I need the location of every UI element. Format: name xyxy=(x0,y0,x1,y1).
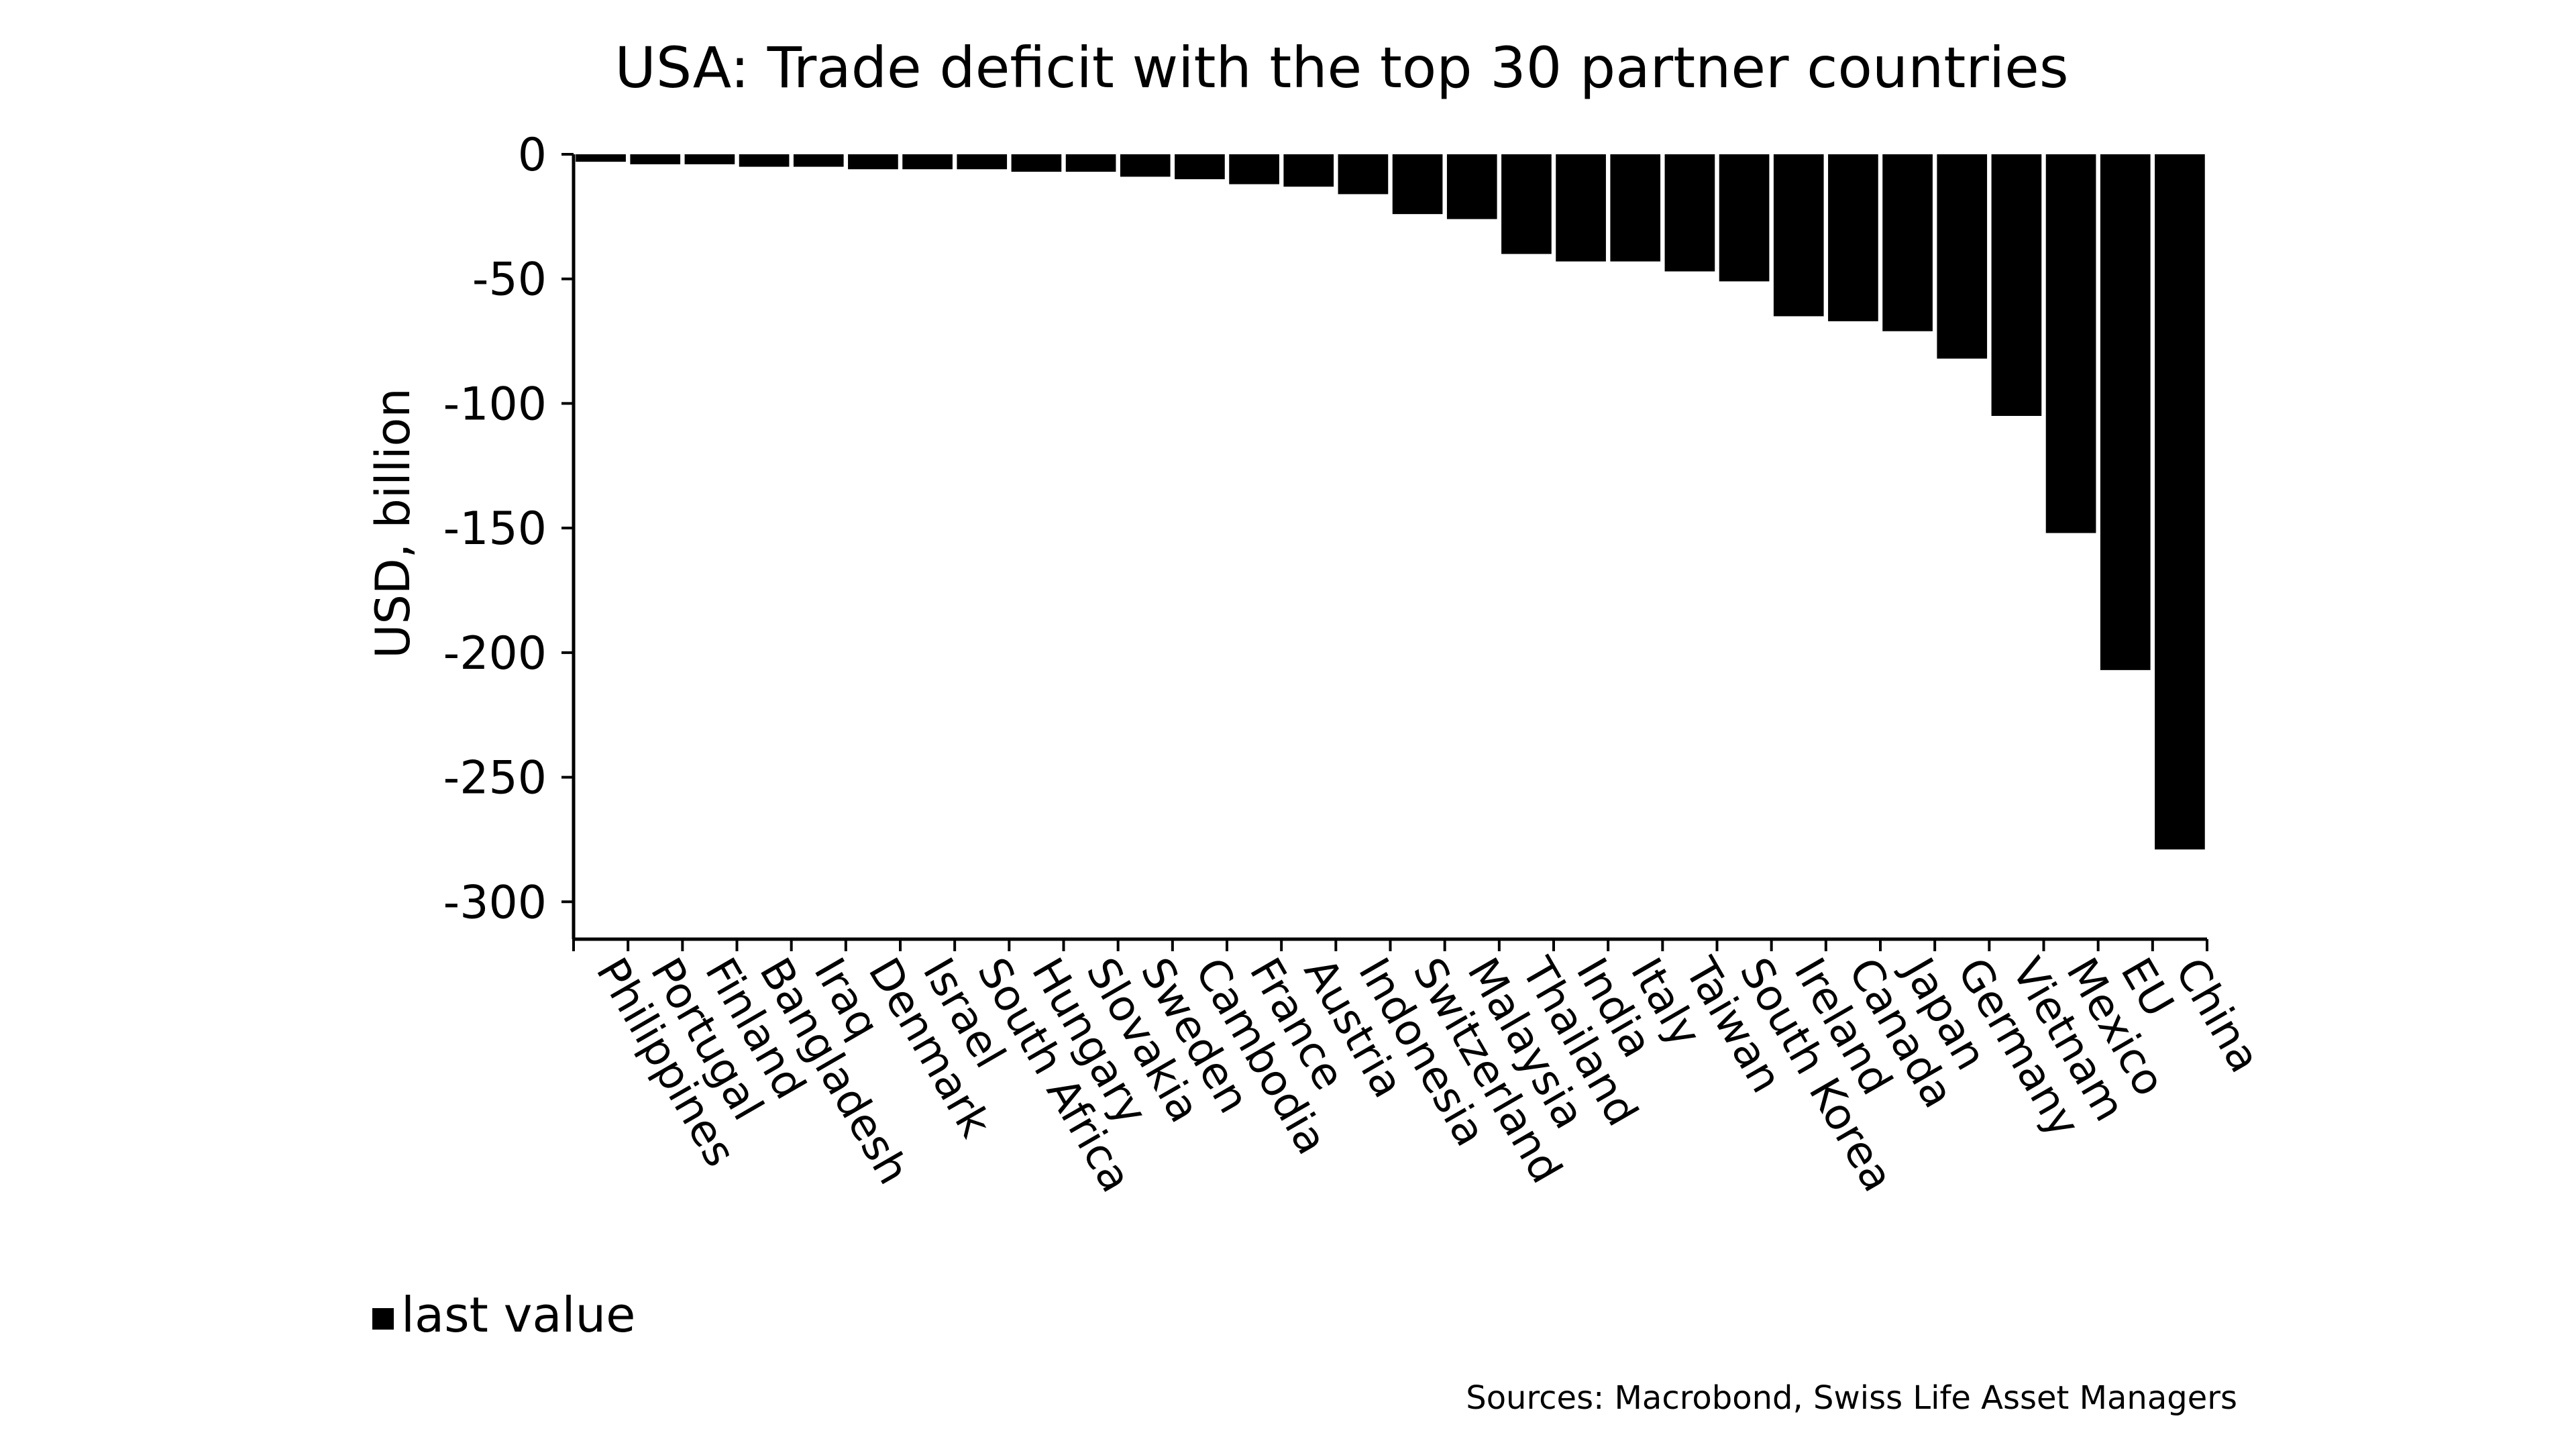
bar xyxy=(957,154,1008,170)
bars xyxy=(576,154,2205,850)
bar xyxy=(1828,154,1878,321)
bar xyxy=(684,154,735,164)
legend-swatch xyxy=(372,1308,394,1330)
y-tick-label: -250 xyxy=(443,752,547,805)
bar xyxy=(1610,154,1661,262)
y-tick-label: 0 xyxy=(518,129,547,182)
x-axis: PhilippinesPortugalFinlandBangladeshIraq… xyxy=(572,937,2269,1201)
bar xyxy=(1283,154,1334,187)
bar xyxy=(576,154,626,162)
bar xyxy=(848,154,898,170)
chart-title: USA: Trade deficit with the top 30 partn… xyxy=(614,35,2068,101)
bar xyxy=(1719,154,1770,282)
y-tick-label: -150 xyxy=(443,502,547,555)
y-axis-label: USD, billion xyxy=(366,388,421,659)
bar xyxy=(739,154,790,167)
bar xyxy=(1882,154,1933,331)
bar xyxy=(1065,154,1116,172)
bar xyxy=(793,154,844,167)
bar xyxy=(2100,154,2151,670)
y-tick-label: -200 xyxy=(443,627,547,680)
bar xyxy=(1011,154,1062,172)
bar xyxy=(1937,154,1988,359)
source-note: Sources: Macrobond, Swiss Life Asset Man… xyxy=(1466,1379,2237,1417)
y-axis: 0 -50 -100 -150 -200 -250 -300 xyxy=(443,129,576,939)
bar xyxy=(1664,154,1715,272)
bar xyxy=(1501,154,1552,254)
bar xyxy=(1338,154,1389,195)
bar xyxy=(1120,154,1171,177)
bar xyxy=(2155,154,2205,850)
bar xyxy=(1175,154,1225,180)
bar xyxy=(1229,154,1279,184)
bar xyxy=(902,154,953,170)
legend-label: last value xyxy=(401,1287,635,1343)
bar xyxy=(1556,154,1606,262)
bar xyxy=(1773,154,1824,317)
y-tick-label: -100 xyxy=(443,378,547,431)
bar xyxy=(1446,154,1497,219)
y-tick-label: -300 xyxy=(443,876,547,929)
y-tick-label: -50 xyxy=(472,254,547,307)
bar xyxy=(2045,154,2096,533)
bar xyxy=(1991,154,2042,416)
x-tick-label: China xyxy=(2165,950,2269,1081)
bar xyxy=(630,154,681,164)
bar xyxy=(1392,154,1443,215)
